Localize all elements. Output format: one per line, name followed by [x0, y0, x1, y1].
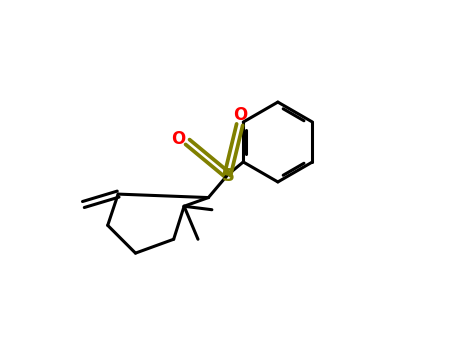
Text: S: S	[222, 167, 235, 185]
Text: O: O	[171, 130, 185, 148]
Text: O: O	[233, 106, 248, 124]
